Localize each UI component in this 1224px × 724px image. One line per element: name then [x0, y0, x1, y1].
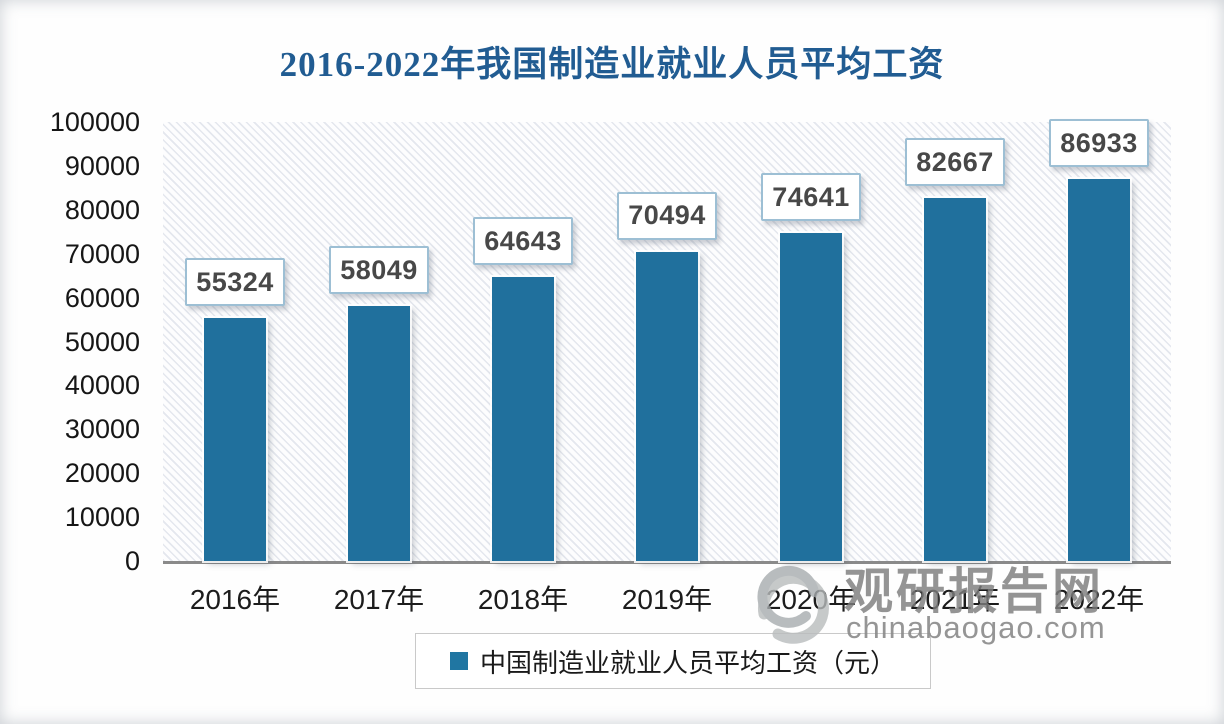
x-axis-labels: 2016年 2017年 2018年 2019年 2020年 2021年 2022年 — [163, 578, 1171, 618]
data-label: 64643 — [473, 217, 573, 266]
y-tick-label: 20000 — [64, 458, 140, 489]
bar — [636, 251, 698, 561]
y-tick-label: 100000 — [49, 107, 140, 137]
data-label: 74641 — [761, 173, 861, 222]
bar — [492, 277, 554, 561]
bar-slot: 55324 — [163, 122, 307, 561]
x-tick-label: 2022年 — [1053, 584, 1145, 615]
data-label: 86933 — [1049, 119, 1149, 168]
data-label: 82667 — [905, 138, 1005, 187]
x-tick-label: 2016年 — [189, 584, 281, 615]
x-tick-label: 2021年 — [909, 584, 1001, 615]
data-label: 55324 — [185, 258, 285, 307]
bar — [348, 306, 410, 561]
bar-series: 55324 58049 64643 70494 74641 82667 86933 — [163, 119, 1171, 561]
bar — [924, 198, 986, 561]
x-tick-label: 2020年 — [765, 584, 857, 615]
x-tick-label: 2019年 — [621, 584, 713, 615]
y-tick-label: 80000 — [64, 194, 140, 225]
bar-slot: 86933 — [1027, 119, 1171, 561]
y-tick-label: 60000 — [64, 282, 140, 313]
y-tick-label: 0 — [124, 546, 140, 576]
y-tick-label: 10000 — [64, 502, 140, 533]
y-tick-label: 40000 — [64, 370, 140, 401]
y-tick-label: 50000 — [64, 326, 140, 357]
data-label: 70494 — [617, 191, 717, 240]
y-tick-label: 90000 — [64, 150, 140, 181]
legend-label: 中国制造业就业人员平均工资（元） — [479, 648, 896, 678]
bar-slot: 64643 — [451, 122, 595, 561]
bar — [780, 233, 842, 561]
bar — [1068, 179, 1130, 561]
bar-slot: 74641 — [739, 122, 883, 561]
x-tick-label: 2017年 — [333, 584, 425, 615]
y-tick-label: 70000 — [64, 238, 140, 269]
data-label: 58049 — [329, 246, 429, 295]
x-tick-label: 2018年 — [477, 584, 569, 615]
chart-title: 2016-2022年我国制造业就业人员平均工资 — [279, 45, 945, 84]
y-tick-label: 30000 — [64, 414, 140, 445]
bar — [204, 318, 266, 561]
bar-slot: 70494 — [595, 122, 739, 561]
legend-marker-icon — [449, 652, 468, 670]
legend: 中国制造业就业人员平均工资（元） — [415, 633, 931, 689]
plot-area: 55324 58049 64643 70494 74641 82667 86933 — [163, 119, 1171, 564]
bar-slot: 58049 — [307, 122, 451, 561]
bar-slot: 82667 — [883, 122, 1027, 561]
